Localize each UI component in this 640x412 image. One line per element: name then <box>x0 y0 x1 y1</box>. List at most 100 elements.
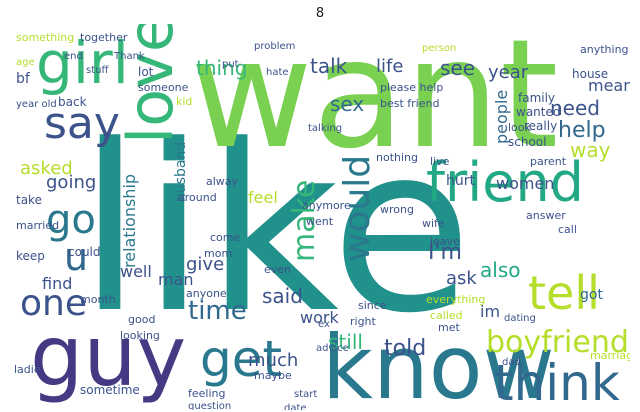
word-problem: problem <box>254 41 296 52</box>
word-question: feeling <box>188 387 226 400</box>
word-alway: looking <box>120 329 160 342</box>
word-please-help: please help <box>380 81 444 94</box>
word-asked: asked <box>20 158 73 179</box>
word-boyfriend: boyfriend <box>486 325 629 360</box>
word-well: well <box>120 262 152 281</box>
word-met: since <box>358 299 387 312</box>
word-age: age <box>16 57 35 68</box>
word-talking: talking <box>308 123 343 134</box>
word-told: told <box>384 336 427 361</box>
word-bf: bf <box>16 71 30 87</box>
word-mean: mean <box>588 76 630 95</box>
word-house: house <box>572 67 609 81</box>
word-ever: nothing <box>376 151 418 164</box>
word-im-apos: I'm <box>428 240 462 265</box>
word-women: women <box>496 174 555 193</box>
word-feeling: sometime <box>80 383 140 397</box>
word-girl: girl <box>36 29 129 97</box>
figure-title: 8 <box>315 6 325 21</box>
word-friend: friend <box>426 151 584 214</box>
word-looking: month <box>80 293 116 306</box>
word-start: date <box>284 403 307 411</box>
word-broke: mom <box>204 247 233 260</box>
word-going: going <box>46 172 97 193</box>
word-talk: talk <box>310 54 348 78</box>
word-think: think <box>494 354 620 410</box>
word-work: work <box>300 308 339 327</box>
word-advice: advice <box>316 343 349 354</box>
word-really: really <box>524 119 558 133</box>
word-lot: lot <box>138 65 154 79</box>
word-family: family <box>518 91 556 105</box>
word-someone: someone <box>138 81 189 94</box>
word-got: got <box>580 287 603 303</box>
word-want: want <box>190 24 559 182</box>
word-ex: ex <box>318 319 330 330</box>
word-take: take <box>16 193 42 207</box>
word-leave: leave <box>430 235 460 248</box>
word-also: also <box>480 258 521 282</box>
word-men: marriage <box>590 349 630 362</box>
word-say: say <box>44 98 120 149</box>
word-back: back <box>58 95 87 109</box>
word-cloud: like want know guy think love girl frien… <box>10 24 630 410</box>
word-dating: right <box>350 315 376 328</box>
word-right: called <box>430 309 463 322</box>
word-kiss: start <box>294 389 318 400</box>
word-put: put <box>222 59 239 70</box>
word-life: life <box>376 56 404 77</box>
word-best-friend: best friend <box>380 97 440 110</box>
word-sex: sex <box>330 92 365 116</box>
word-sometime: ladie <box>14 363 41 376</box>
word-relationship: relationship <box>120 173 139 268</box>
word-wanted: wanted <box>516 105 561 119</box>
word-together: together <box>80 31 128 44</box>
word-time: time <box>188 296 247 326</box>
word-know: know <box>322 316 555 411</box>
word-interested: question <box>188 401 232 411</box>
word-anyone: come <box>210 231 241 244</box>
word-need: need <box>550 96 600 120</box>
word-guy: guy <box>30 307 187 405</box>
word-way: way <box>570 138 611 162</box>
word-hate: hate <box>266 67 289 78</box>
word-stuff: stuff <box>86 65 109 76</box>
word-keep: keep <box>16 249 45 263</box>
word-end: end <box>64 51 83 62</box>
word-like: like <box>78 97 473 364</box>
word-girlfriend: married <box>16 219 60 232</box>
word-went: even <box>264 263 292 276</box>
word-thing: thing <box>196 56 248 80</box>
word-tell: tell <box>528 266 600 320</box>
word-thank: Thank <box>114 51 145 62</box>
word-see: see <box>440 56 476 80</box>
word-home: dating <box>504 313 536 324</box>
word-man: man <box>158 270 194 289</box>
word-something: something <box>16 31 75 44</box>
word-much: much <box>248 350 299 371</box>
word-wrong: wrong <box>380 203 414 216</box>
word-day: alway <box>206 175 239 188</box>
word-hurt: hurt <box>446 173 475 189</box>
word-parent: parent <box>530 155 567 168</box>
word-year-old: year old <box>16 99 57 110</box>
word-anything: anything <box>580 43 629 56</box>
word-one: one <box>20 283 87 324</box>
word-still: still <box>328 330 363 354</box>
word-find: find <box>42 274 73 293</box>
word-wife: wife <box>422 217 445 230</box>
word-mom: went <box>306 215 334 228</box>
word-person: person <box>422 43 457 54</box>
word-go: go <box>46 197 96 243</box>
word-dad: dad <box>502 357 521 368</box>
word-come: anymore <box>302 199 351 212</box>
word-live: live <box>430 155 450 168</box>
word-call: call <box>558 223 577 236</box>
word-answer: answer <box>526 209 566 222</box>
word-im: im <box>480 302 501 321</box>
word-help: help <box>558 118 606 143</box>
word-school: school <box>508 135 547 149</box>
word-look: look <box>508 121 531 134</box>
word-since: everything <box>426 293 486 306</box>
